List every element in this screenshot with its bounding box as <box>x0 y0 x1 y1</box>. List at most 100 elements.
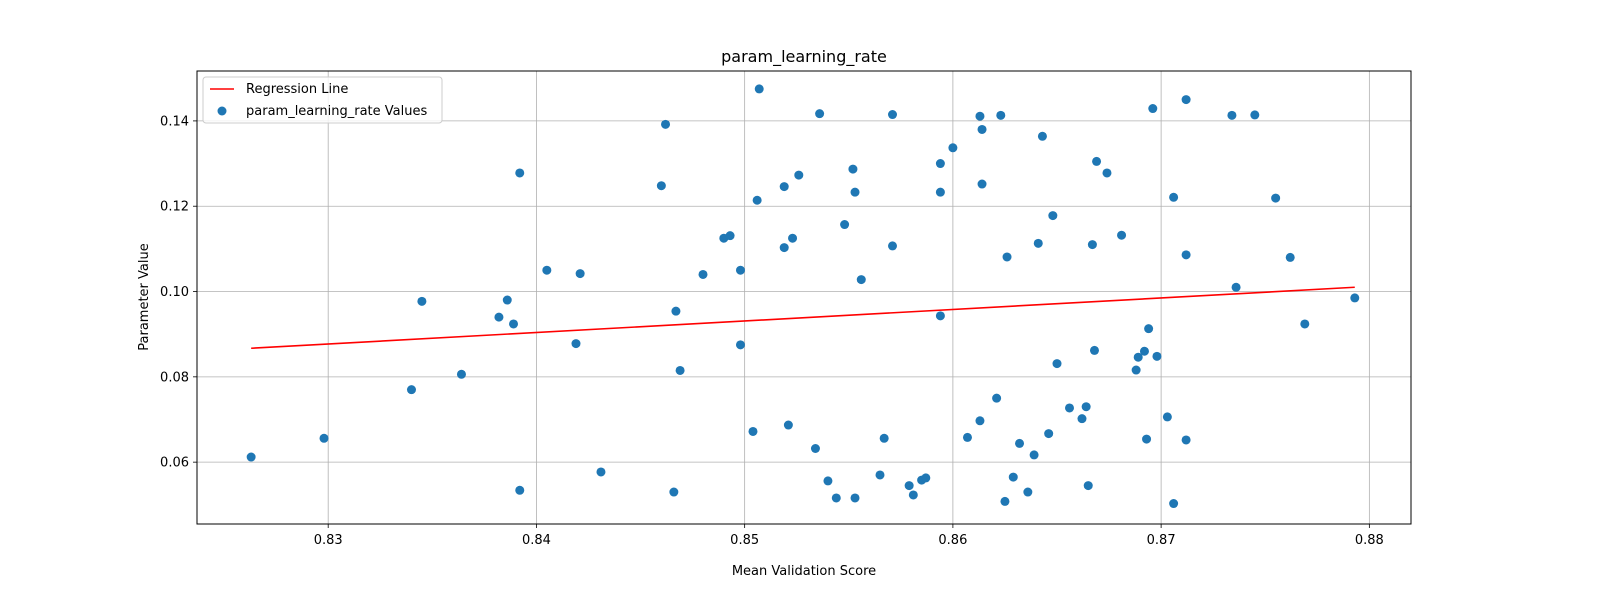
scatter-point <box>1044 429 1054 439</box>
scatter-point <box>1133 352 1143 362</box>
legend-values-label: param_learning_rate Values <box>246 104 427 119</box>
scatter-point <box>1002 252 1012 262</box>
scatter-point <box>1148 104 1158 114</box>
scatter-point <box>908 490 918 500</box>
scatter-point <box>779 182 789 192</box>
scatter-point <box>1092 156 1102 166</box>
regression-line <box>251 286 1355 350</box>
scatter-point <box>1000 496 1010 506</box>
scatter-point <box>656 181 666 191</box>
scatter-point <box>509 319 519 329</box>
y-tick-label: 0.06 <box>160 456 189 471</box>
scatter-point <box>975 111 985 121</box>
plot-area-frame <box>196 70 1412 525</box>
legend-values-marker <box>217 106 227 116</box>
scatter-point <box>1181 95 1191 105</box>
scatter-point <box>669 487 679 497</box>
scatter-point <box>1271 193 1281 203</box>
scatter-point <box>675 365 685 375</box>
scatter-point <box>754 84 764 94</box>
scatter-point <box>879 433 889 443</box>
scatter-point <box>1227 110 1237 120</box>
scatter-point <box>1131 365 1141 375</box>
scatter-point <box>1142 434 1152 444</box>
scatter-point <box>1081 402 1091 412</box>
x-tick-label: 0.87 <box>1147 533 1176 548</box>
scatter-point <box>1285 252 1295 262</box>
scatter-point <box>515 168 525 178</box>
x-tick-label: 0.83 <box>314 533 343 548</box>
scatter-point <box>794 170 804 180</box>
scatter-point <box>887 241 897 251</box>
scatter-point <box>831 493 841 503</box>
scatter-point <box>935 187 945 197</box>
legend-box <box>202 76 443 124</box>
scatter-point <box>735 265 745 275</box>
x-tick-label: 0.86 <box>938 533 967 548</box>
y-tick-label: 0.08 <box>160 370 189 385</box>
scatter-point <box>1350 293 1360 303</box>
scatter-point <box>975 416 985 426</box>
scatter-point <box>456 369 466 379</box>
scatter-point <box>823 476 833 486</box>
scatter-point <box>1077 414 1087 424</box>
scatter-point <box>1037 131 1047 141</box>
scatter-point <box>502 295 512 305</box>
scatter-point <box>1181 250 1191 260</box>
scatter-point <box>887 110 897 120</box>
scatter-point <box>810 444 820 453</box>
scatter-point <box>1023 487 1033 497</box>
regression-line-layer <box>251 286 1355 350</box>
scatter-point <box>406 385 416 395</box>
scatter-point <box>840 220 850 230</box>
x-tick-label: 0.88 <box>1355 533 1384 548</box>
scatter-point <box>1048 211 1058 221</box>
scatter-point <box>542 265 552 275</box>
chart-title: param_learning_rate <box>721 47 887 67</box>
scatter-point <box>1033 238 1043 248</box>
scatter-point <box>935 311 945 321</box>
scatter-point <box>698 269 708 279</box>
scatter-point <box>1029 450 1039 460</box>
scatter-point <box>1083 481 1093 491</box>
scatter-point <box>748 426 758 436</box>
scatter-point <box>661 119 671 129</box>
scatter-point <box>962 432 972 442</box>
scatter-point <box>977 124 987 134</box>
scatter-point <box>850 493 860 503</box>
scatter-point <box>848 164 858 174</box>
scatter-point <box>788 233 798 243</box>
scatter-point <box>1015 438 1025 448</box>
scatter-point <box>921 473 931 483</box>
scatter-point <box>1052 359 1062 369</box>
scatter-points <box>246 84 1360 509</box>
scatter-point <box>783 420 793 430</box>
scatter-point <box>1231 282 1241 292</box>
scatter-point <box>1102 168 1112 178</box>
scatter-point <box>1008 472 1018 482</box>
scatter-point <box>515 485 525 495</box>
scatter-point <box>1117 230 1127 240</box>
scatter-point <box>1169 499 1179 509</box>
scatter-point <box>725 231 735 241</box>
scatter-point <box>904 481 914 491</box>
scatter-point <box>1169 192 1179 202</box>
scatter-point <box>596 467 606 477</box>
scatter-point <box>575 269 585 279</box>
scatter-point <box>417 296 427 306</box>
scatter-point <box>735 340 745 350</box>
axis-ticks: 0.83 0.84 0.85 0.86 0.87 0.88 0.06 0.08 0.10 0.12… <box>160 114 1384 548</box>
scatter-point <box>856 275 866 285</box>
scatter-point <box>1064 403 1074 413</box>
scatter-point <box>1087 240 1097 250</box>
y-axis-label: Parameter Value <box>137 243 152 350</box>
y-tick-label: 0.12 <box>160 200 189 215</box>
legend: Regression Line param_learning_rate Valu… <box>202 76 443 124</box>
scatter-point <box>996 110 1006 120</box>
scatter-point <box>246 452 256 462</box>
scatter-point <box>779 243 789 253</box>
scatter-point <box>1162 412 1172 422</box>
scatter-point <box>752 195 762 205</box>
scatter-point <box>1144 324 1154 334</box>
